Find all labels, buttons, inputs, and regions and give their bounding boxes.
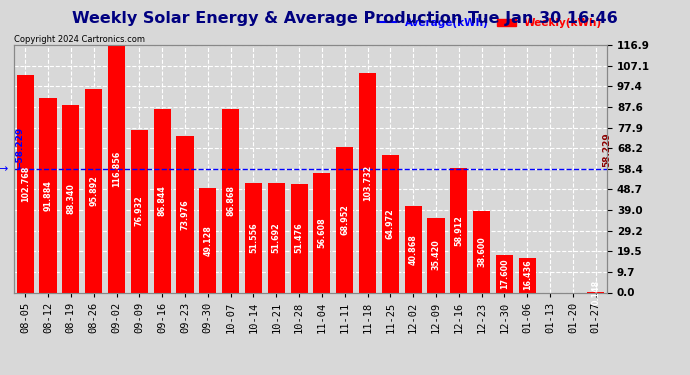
Text: 35.420: 35.420 bbox=[431, 240, 440, 270]
Bar bbox=[245, 183, 262, 292]
Bar bbox=[85, 90, 102, 292]
Text: 51.476: 51.476 bbox=[295, 223, 304, 254]
Bar bbox=[131, 130, 148, 292]
Bar bbox=[177, 136, 193, 292]
Text: 51.692: 51.692 bbox=[272, 222, 281, 253]
Bar bbox=[62, 105, 79, 292]
Legend: Average(kWh), Weekly(kWh): Average(kWh), Weekly(kWh) bbox=[377, 18, 602, 28]
Text: 51.556: 51.556 bbox=[249, 223, 258, 253]
Bar bbox=[39, 98, 57, 292]
Bar bbox=[404, 206, 422, 292]
Bar bbox=[17, 75, 34, 292]
Bar bbox=[313, 172, 331, 292]
Text: 58.912: 58.912 bbox=[454, 215, 464, 246]
Bar bbox=[519, 258, 536, 292]
Bar bbox=[428, 217, 444, 292]
Text: 91.884: 91.884 bbox=[43, 180, 52, 211]
Text: 0.148: 0.148 bbox=[591, 280, 600, 305]
Bar bbox=[359, 73, 376, 292]
Bar bbox=[496, 255, 513, 292]
Text: 103.732: 103.732 bbox=[363, 165, 372, 201]
Text: ←58.229: ←58.229 bbox=[16, 127, 25, 169]
Bar bbox=[222, 109, 239, 292]
Text: →: → bbox=[0, 164, 8, 174]
Text: Weekly Solar Energy & Average Production Tue Jan 30 16:46: Weekly Solar Energy & Average Production… bbox=[72, 11, 618, 26]
Bar bbox=[290, 183, 308, 292]
Text: 16.436: 16.436 bbox=[523, 260, 532, 290]
Bar bbox=[451, 168, 467, 292]
Text: 73.976: 73.976 bbox=[181, 199, 190, 230]
Text: 86.844: 86.844 bbox=[157, 185, 167, 216]
Text: 95.892: 95.892 bbox=[89, 176, 98, 206]
Bar bbox=[108, 45, 125, 292]
Bar bbox=[336, 147, 353, 292]
Bar bbox=[199, 189, 217, 292]
Text: 64.972: 64.972 bbox=[386, 209, 395, 239]
Text: 86.868: 86.868 bbox=[226, 185, 235, 216]
Text: 49.128: 49.128 bbox=[204, 225, 213, 256]
Bar bbox=[154, 109, 170, 292]
Text: 88.340: 88.340 bbox=[66, 183, 75, 214]
Text: 116.856: 116.856 bbox=[112, 151, 121, 187]
Bar bbox=[473, 211, 490, 292]
Text: 38.600: 38.600 bbox=[477, 236, 486, 267]
Bar bbox=[382, 155, 399, 292]
Text: 56.608: 56.608 bbox=[317, 217, 326, 248]
Text: Copyright 2024 Cartronics.com: Copyright 2024 Cartronics.com bbox=[14, 35, 145, 44]
Text: 17.600: 17.600 bbox=[500, 258, 509, 289]
Bar bbox=[268, 183, 285, 292]
Text: 58.229: 58.229 bbox=[602, 132, 612, 167]
Text: 68.952: 68.952 bbox=[340, 204, 349, 235]
Text: 40.868: 40.868 bbox=[408, 234, 417, 265]
Text: 102.768: 102.768 bbox=[21, 165, 30, 202]
Text: 76.932: 76.932 bbox=[135, 196, 144, 226]
